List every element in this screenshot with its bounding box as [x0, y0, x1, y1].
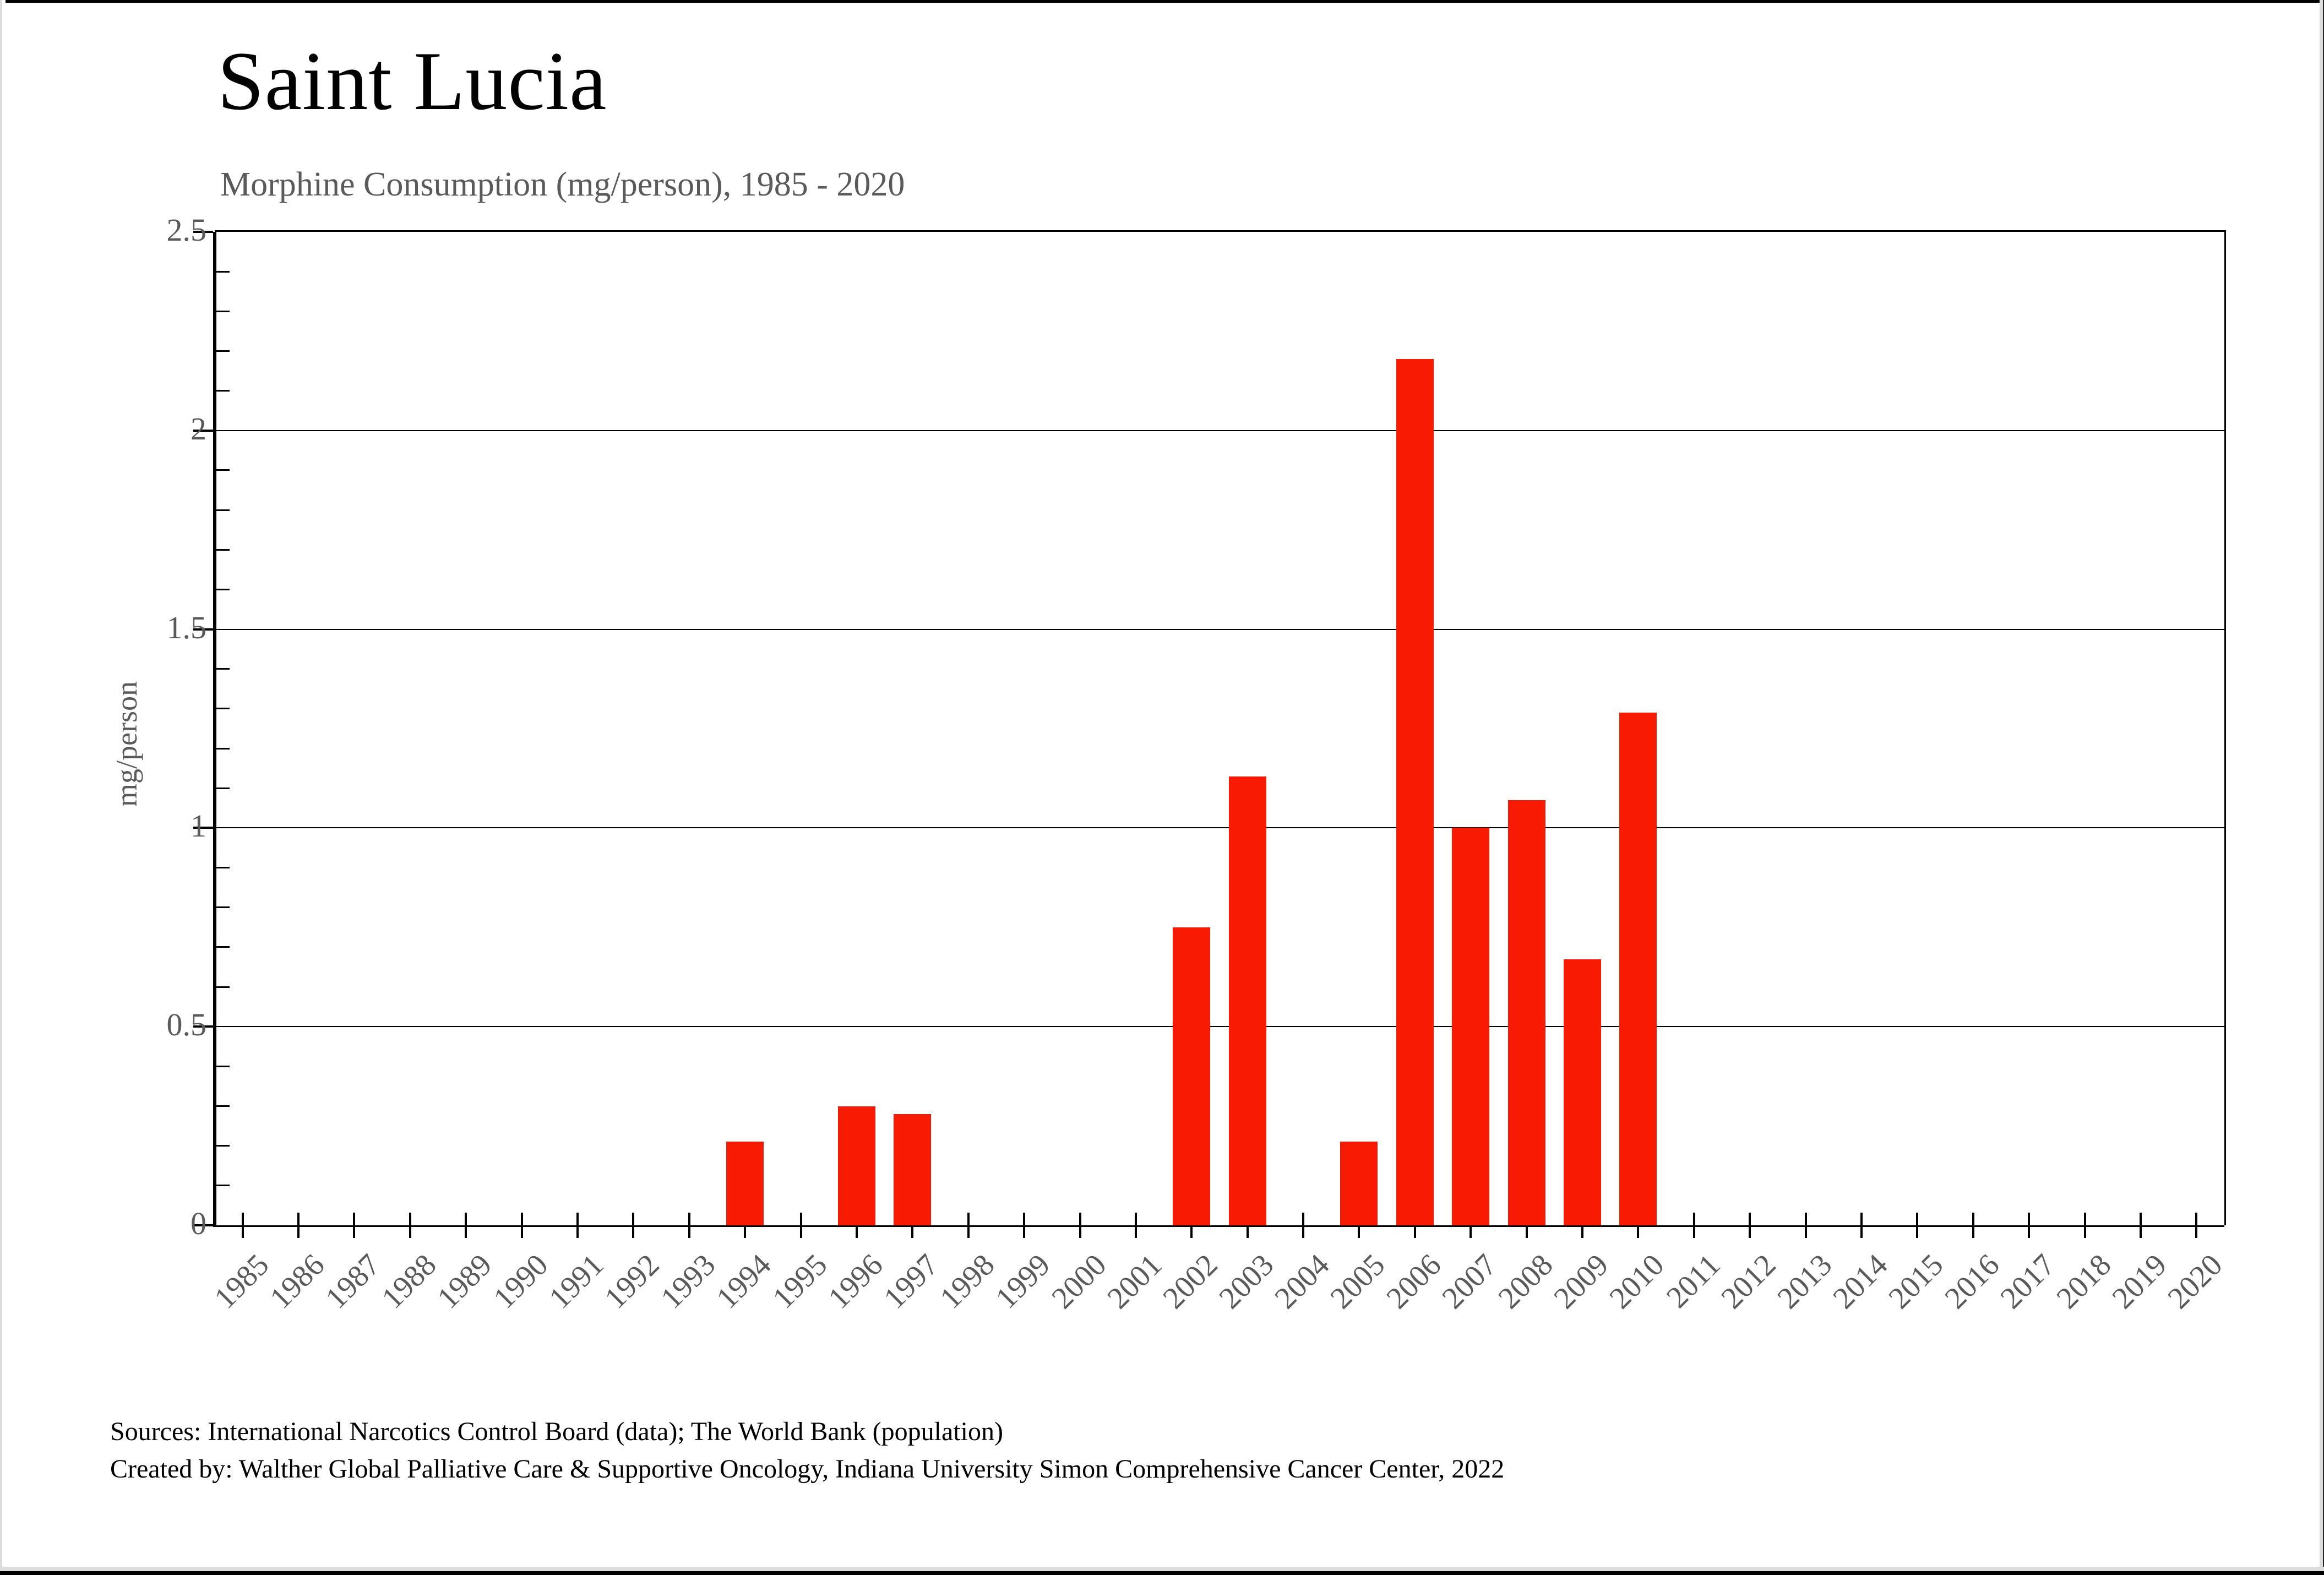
- y-major-tick-2.5: [193, 231, 213, 233]
- x-tick-2004: [1302, 1213, 1305, 1238]
- y-minor-tick: [216, 747, 230, 750]
- x-tick-2002: [1190, 1213, 1193, 1238]
- y-minor-tick: [216, 469, 230, 471]
- y-minor-tick: [216, 1105, 230, 1107]
- x-tick-2019: [2139, 1213, 2142, 1238]
- x-tick-2013: [1804, 1213, 1807, 1238]
- y-minor-tick: [216, 867, 230, 869]
- y-minor-tick: [216, 1185, 230, 1187]
- x-tick-1990: [520, 1213, 523, 1238]
- y-minor-tick: [216, 668, 230, 670]
- y-tick-label-0.5: 0.5: [166, 1007, 207, 1043]
- window-left-border: [0, 0, 2, 1575]
- y-minor-tick: [216, 350, 230, 352]
- window-right-border: [2320, 0, 2323, 1575]
- x-tick-1986: [297, 1213, 300, 1238]
- window-right-edge-line: [2323, 0, 2324, 1575]
- window-bottom-border: [0, 1567, 2324, 1571]
- x-tick-1999: [1023, 1213, 1026, 1238]
- y-minor-tick: [216, 310, 230, 312]
- bar-2002: [1173, 927, 1211, 1225]
- x-tick-2001: [1134, 1213, 1137, 1238]
- bar-2007: [1452, 828, 1490, 1225]
- y-tick-label-2.5: 2.5: [166, 212, 207, 248]
- credit-note: Created by: Walther Global Palliative Ca…: [110, 1454, 1505, 1484]
- x-tick-1994: [744, 1213, 747, 1238]
- plot-area: [193, 230, 2226, 1238]
- chart-subtitle: Morphine Consumption (mg/person), 1985 -…: [220, 166, 905, 203]
- x-tick-1993: [688, 1213, 690, 1238]
- x-tick-1995: [799, 1213, 802, 1238]
- y-minor-tick: [216, 270, 230, 273]
- x-tick-2017: [2028, 1213, 2031, 1238]
- x-tick-2005: [1358, 1213, 1360, 1238]
- bar-2003: [1228, 776, 1266, 1225]
- x-tick-2016: [1972, 1213, 1974, 1238]
- x-tick-1992: [632, 1213, 635, 1238]
- y-minor-tick: [216, 588, 230, 590]
- bar-1996: [837, 1106, 875, 1225]
- bar-1994: [726, 1142, 764, 1225]
- y-minor-tick: [216, 390, 230, 392]
- window-bottom-bar: [0, 1571, 2324, 1575]
- y-major-tick-1.5: [193, 628, 213, 631]
- x-tick-2018: [2083, 1213, 2086, 1238]
- y-minor-tick: [216, 509, 230, 511]
- y-minor-tick: [216, 787, 230, 789]
- x-tick-1998: [967, 1213, 970, 1238]
- y-tick-label-1: 1: [191, 808, 206, 844]
- gridline-y-2: [215, 430, 2224, 431]
- x-tick-2010: [1637, 1213, 1640, 1238]
- x-tick-2015: [1916, 1213, 1919, 1238]
- x-tick-2009: [1581, 1213, 1584, 1238]
- y-minor-tick: [216, 946, 230, 948]
- bar-2006: [1396, 359, 1434, 1225]
- chart-title: Saint Lucia: [217, 35, 607, 127]
- window-top-border: [6, 0, 2324, 3]
- gridline-y-1.5: [215, 628, 2224, 630]
- x-tick-1991: [576, 1213, 579, 1238]
- y-tick-label-0: 0: [191, 1205, 206, 1241]
- x-axis-line: [213, 1225, 2224, 1227]
- x-tick-2008: [1525, 1213, 1528, 1238]
- bar-2005: [1340, 1142, 1378, 1225]
- y-minor-tick: [216, 986, 230, 988]
- x-tick-1989: [465, 1213, 467, 1238]
- x-tick-1987: [353, 1213, 356, 1238]
- x-tick-1997: [911, 1213, 914, 1238]
- y-minor-tick: [216, 548, 230, 551]
- y-major-tick-2: [193, 429, 213, 432]
- x-tick-1985: [241, 1213, 244, 1238]
- gridline-y-0.5: [215, 1026, 2224, 1028]
- y-tick-label-1.5: 1.5: [166, 609, 207, 645]
- x-tick-2006: [1413, 1213, 1416, 1238]
- bar-2010: [1619, 713, 1657, 1225]
- x-tick-2011: [1692, 1213, 1695, 1238]
- y-minor-tick: [216, 906, 230, 909]
- y-minor-tick: [216, 708, 230, 710]
- bar-1997: [894, 1114, 932, 1225]
- y-major-tick-0.5: [193, 1025, 213, 1028]
- x-tick-2000: [1079, 1213, 1081, 1238]
- x-tick-2007: [1469, 1213, 1472, 1238]
- bar-2008: [1507, 800, 1545, 1225]
- x-tick-2014: [1860, 1213, 1863, 1238]
- x-tick-1996: [855, 1213, 858, 1238]
- bar-2009: [1564, 959, 1602, 1225]
- x-tick-2020: [2195, 1213, 2198, 1238]
- source-note: Sources: International Narcotics Control…: [110, 1417, 1003, 1446]
- y-major-tick-1: [193, 827, 213, 829]
- x-tick-1988: [409, 1213, 411, 1238]
- y-tick-label-2: 2: [191, 410, 206, 447]
- y-axis-line: [213, 232, 216, 1225]
- y-minor-tick: [216, 1145, 230, 1147]
- y-major-tick-0: [193, 1224, 213, 1226]
- x-tick-2003: [1246, 1213, 1249, 1238]
- x-tick-2012: [1749, 1213, 1751, 1238]
- y-minor-tick: [216, 1065, 230, 1067]
- gridline-y-1: [215, 827, 2224, 829]
